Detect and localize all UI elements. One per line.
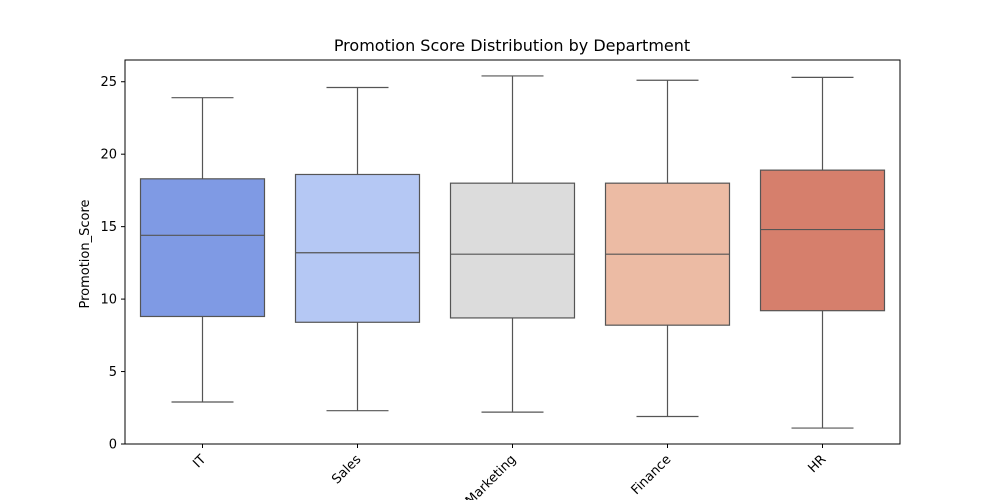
y-tick-label: 10 [100,293,117,308]
x-tick-label: Marketing [463,452,519,500]
box-hr [759,76,886,429]
iqr-box [139,178,266,318]
chart-title: Promotion Score Distribution by Departme… [334,36,690,55]
x-tick-label: IT [190,452,209,471]
y-tick-label: 15 [100,220,117,235]
y-axis-label: Promotion_Score [78,199,93,308]
box-it [139,97,266,403]
x-tick-label: Sales [329,452,364,487]
y-tick-label: 25 [100,75,117,90]
box-marketing [449,75,576,413]
y-tick-label: 5 [109,365,117,380]
y-tick-label: 20 [100,148,117,163]
iqr-box [759,169,886,312]
box-sales [294,86,421,412]
iqr-box [449,182,576,319]
y-axis: 0 5 10 15 20 25 [100,75,125,453]
x-tick-label: HR [805,452,829,476]
iqr-box [294,173,421,323]
x-tick-label: Finance [629,452,675,498]
plot-area [139,75,886,429]
y-tick-label: 0 [109,438,117,453]
x-axis: IT Sales Marketing Finance HR [190,444,829,500]
box-finance [604,79,731,418]
